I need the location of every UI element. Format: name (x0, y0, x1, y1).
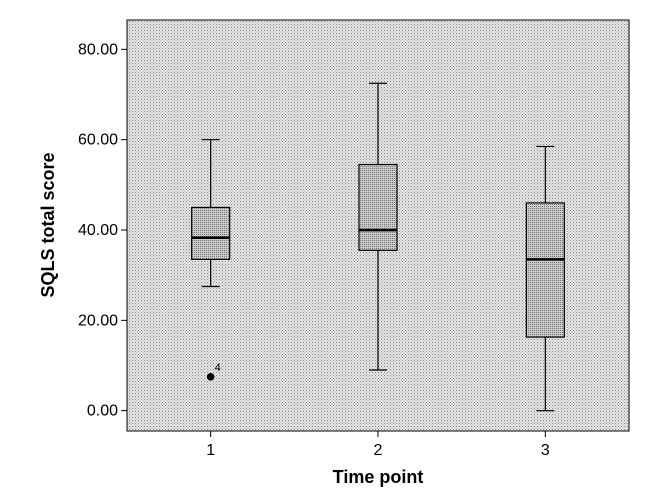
box-group-1: 4 (191, 139, 231, 381)
box-iqr (191, 206, 231, 260)
box-group-2 (358, 82, 398, 371)
boxes-group: 4 (191, 82, 565, 412)
outlier-label: 4 (215, 362, 221, 374)
box-iqr (525, 202, 565, 338)
box-group-3 (525, 145, 565, 412)
box-iqr (358, 163, 398, 251)
y-tick-label: 40.00 (78, 222, 118, 239)
y-tick-label: 60.00 (78, 132, 118, 149)
y-tick-label: 80.00 (78, 41, 118, 58)
x-tick-label: 3 (541, 442, 550, 459)
x-tick-label: 1 (206, 442, 215, 459)
y-tick-label: 0.00 (87, 403, 118, 420)
x-axis-title: Time point (333, 467, 424, 487)
x-axis: 1 2 3 (206, 431, 550, 459)
y-tick-label: 20.00 (78, 312, 118, 329)
outlier-point (206, 373, 215, 381)
y-axis-title: SQLS total score (38, 152, 58, 297)
y-axis: 0.00 20.00 40.00 60.00 80.00 (78, 41, 127, 420)
x-tick-label: 2 (374, 442, 383, 459)
